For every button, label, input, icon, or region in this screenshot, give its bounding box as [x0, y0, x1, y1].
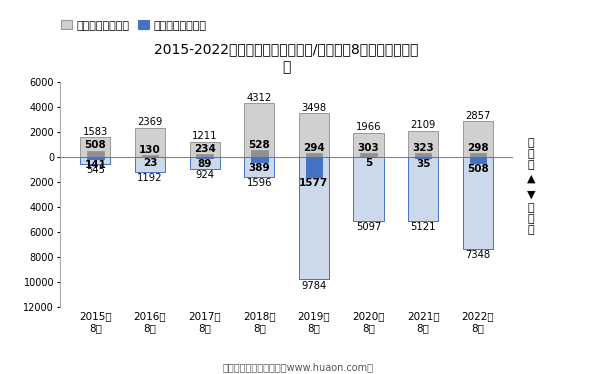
Text: ▼: ▼ [527, 190, 536, 199]
Text: 9784: 9784 [301, 280, 327, 291]
Bar [196, 157, 213, 158]
Text: 进: 进 [527, 203, 534, 213]
Text: 口: 口 [527, 149, 534, 159]
Bar [135, 128, 165, 157]
Text: 额: 额 [527, 226, 534, 235]
Text: 4312: 4312 [247, 93, 272, 102]
Text: 5097: 5097 [356, 222, 381, 232]
Bar [360, 153, 377, 157]
Legend: 累计值（万美元）, 当月值（万美元）: 累计值（万美元）, 当月值（万美元） [56, 16, 211, 35]
Text: 1596: 1596 [247, 178, 272, 188]
Bar [141, 156, 158, 157]
Text: 2369: 2369 [137, 117, 162, 127]
Text: 924: 924 [195, 170, 214, 180]
Bar [469, 153, 486, 157]
Bar [87, 157, 104, 159]
Bar [299, 113, 329, 157]
Text: 7348: 7348 [465, 250, 490, 260]
Text: 1583: 1583 [83, 126, 108, 137]
Text: 298: 298 [467, 143, 488, 153]
Text: 2109: 2109 [411, 120, 436, 130]
Bar [469, 157, 486, 163]
Text: ▲: ▲ [527, 174, 536, 184]
Text: 1966: 1966 [356, 122, 381, 132]
Bar [408, 131, 438, 157]
Text: 1192: 1192 [137, 174, 163, 183]
Text: 389: 389 [248, 163, 270, 173]
Title: 2015-2022年广元市（境内目的地/货源地）8月进、出口额统
计: 2015-2022年广元市（境内目的地/货源地）8月进、出口额统 计 [155, 42, 418, 74]
Text: 2857: 2857 [465, 111, 491, 121]
Bar [190, 142, 220, 157]
Text: 294: 294 [303, 143, 325, 153]
Bar [415, 153, 432, 157]
Text: 出: 出 [527, 138, 534, 148]
Bar [244, 157, 274, 177]
Bar [135, 157, 165, 172]
Text: 545: 545 [86, 165, 105, 175]
Text: 额: 额 [527, 160, 534, 170]
Bar [306, 153, 322, 157]
Bar [244, 103, 274, 157]
Text: 23: 23 [143, 158, 157, 168]
Bar [196, 154, 213, 157]
Text: 1577: 1577 [299, 178, 328, 188]
Text: 5121: 5121 [410, 223, 436, 232]
Bar [87, 151, 104, 157]
Bar [251, 157, 267, 162]
Text: 508: 508 [467, 165, 489, 174]
Bar [306, 157, 322, 177]
Text: 234: 234 [193, 144, 216, 154]
Text: 130: 130 [139, 145, 161, 155]
Text: 303: 303 [358, 143, 379, 153]
Text: 323: 323 [413, 142, 434, 153]
Bar [81, 137, 110, 157]
Text: 口: 口 [527, 214, 534, 224]
Text: 5: 5 [365, 158, 372, 168]
Bar [353, 132, 383, 157]
Text: 3498: 3498 [301, 103, 327, 113]
Bar [353, 157, 383, 221]
Text: 35: 35 [416, 159, 430, 169]
Text: 89: 89 [198, 159, 212, 169]
Text: 528: 528 [248, 140, 270, 150]
Bar [251, 150, 267, 157]
Text: 141: 141 [84, 160, 106, 170]
Bar [463, 157, 493, 249]
Bar [190, 157, 220, 169]
Bar [463, 122, 493, 157]
Text: 508: 508 [84, 140, 106, 150]
Bar [299, 157, 329, 279]
Bar [81, 157, 110, 164]
Bar [408, 157, 438, 221]
Text: 制图：华经产业研究院（www.huaon.com）: 制图：华经产业研究院（www.huaon.com） [223, 362, 374, 372]
Text: 1211: 1211 [192, 131, 217, 141]
